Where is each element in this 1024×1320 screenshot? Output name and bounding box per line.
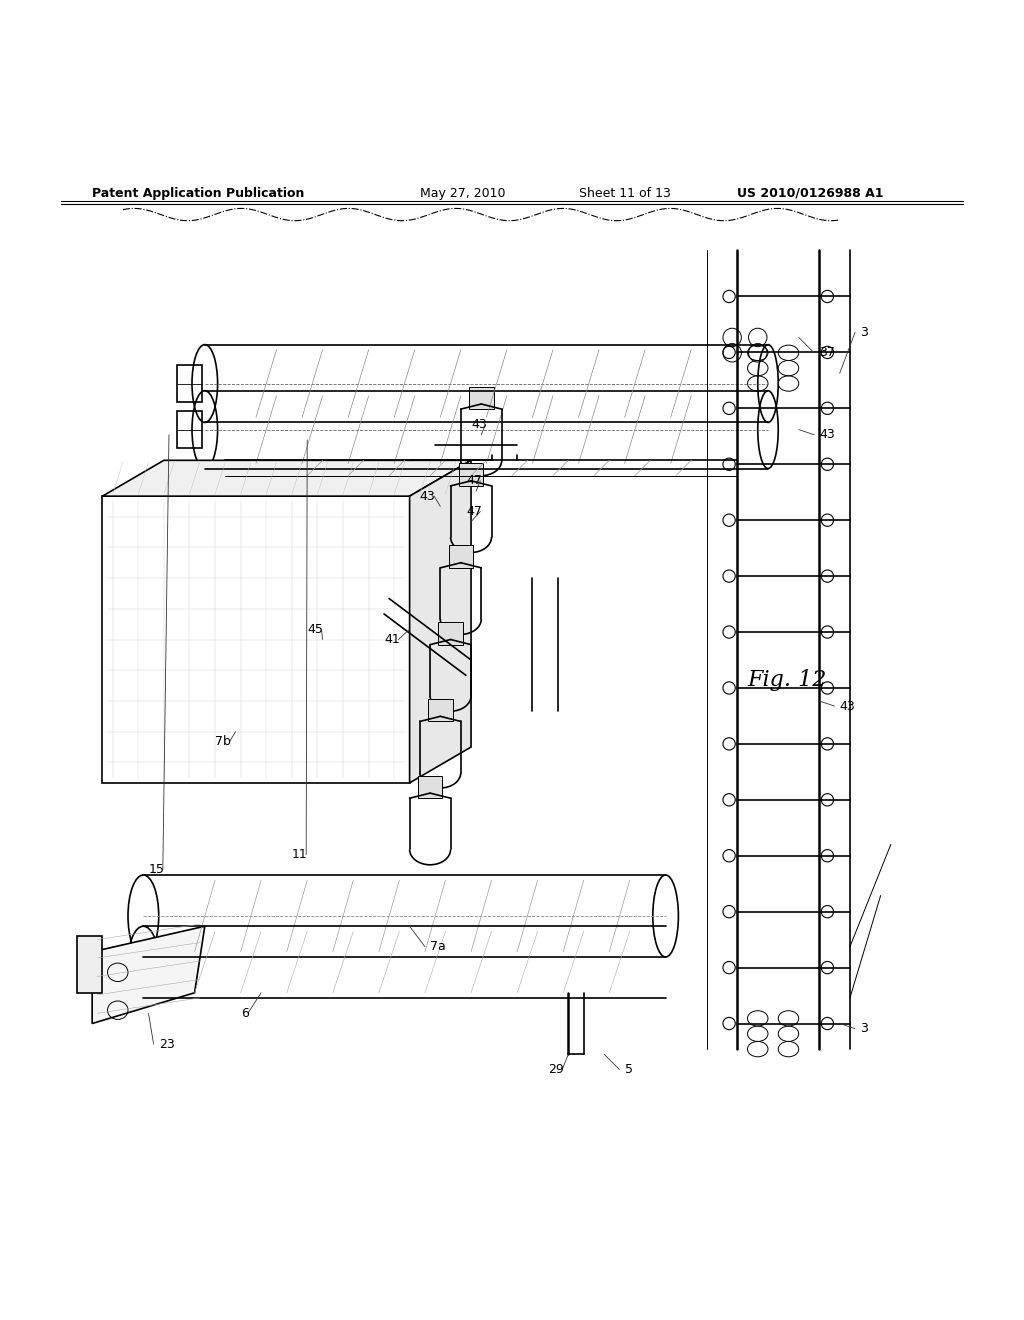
Text: 43: 43: [840, 700, 855, 713]
Bar: [177, 411, 202, 447]
Polygon shape: [77, 936, 102, 993]
Text: 15: 15: [148, 863, 165, 876]
Text: Sheet 11 of 13: Sheet 11 of 13: [579, 186, 671, 199]
Text: 3: 3: [860, 1022, 868, 1035]
Polygon shape: [102, 496, 410, 783]
Bar: [438, 622, 463, 644]
Text: 3: 3: [860, 326, 868, 339]
Text: 23: 23: [159, 1038, 174, 1051]
Text: 6: 6: [241, 1007, 249, 1020]
Text: 29: 29: [548, 1063, 563, 1076]
Text: 43: 43: [819, 428, 835, 441]
Bar: [459, 463, 483, 486]
Text: 7a: 7a: [430, 940, 445, 953]
Text: US 2010/0126988 A1: US 2010/0126988 A1: [737, 186, 884, 199]
Bar: [428, 698, 453, 722]
Bar: [418, 776, 442, 799]
Text: 41: 41: [384, 634, 399, 645]
Polygon shape: [410, 461, 471, 783]
Bar: [469, 387, 494, 409]
Text: 7b: 7b: [215, 735, 231, 748]
Text: 37: 37: [819, 346, 836, 359]
Text: 43: 43: [420, 490, 435, 503]
Bar: [449, 545, 473, 568]
Text: 5: 5: [625, 1063, 633, 1076]
Polygon shape: [102, 461, 471, 496]
Text: 43: 43: [471, 418, 486, 430]
Text: 45: 45: [307, 623, 324, 636]
Text: Fig. 12: Fig. 12: [748, 669, 827, 692]
Text: May 27, 2010: May 27, 2010: [420, 186, 505, 199]
Text: 47: 47: [466, 506, 482, 517]
Text: 11: 11: [292, 847, 307, 861]
Bar: [177, 366, 202, 403]
Polygon shape: [92, 927, 205, 1023]
Text: Patent Application Publication: Patent Application Publication: [92, 186, 304, 199]
Text: 47: 47: [466, 474, 482, 487]
